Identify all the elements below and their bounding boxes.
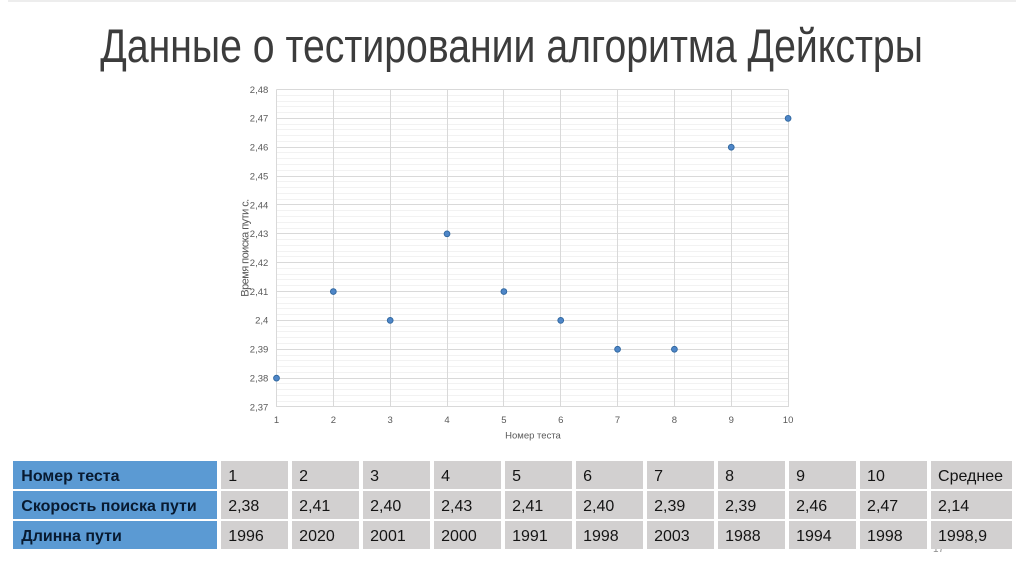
svg-text:2,45: 2,45 [250, 171, 269, 182]
svg-text:2,48: 2,48 [250, 85, 269, 96]
svg-text:2,44: 2,44 [250, 200, 269, 211]
svg-text:Время поиска пути с.: Время поиска пути с. [240, 199, 252, 297]
svg-text:7: 7 [615, 415, 620, 426]
svg-text:2: 2 [331, 415, 336, 426]
svg-text:1: 1 [274, 415, 279, 426]
svg-text:2,38: 2,38 [250, 373, 269, 384]
svg-text:2,4: 2,4 [255, 316, 268, 327]
svg-text:8: 8 [672, 415, 677, 426]
svg-text:4: 4 [444, 415, 449, 426]
svg-text:5: 5 [501, 415, 506, 426]
svg-text:2,47: 2,47 [250, 114, 269, 125]
svg-text:6: 6 [558, 415, 563, 426]
svg-text:2,43: 2,43 [250, 229, 269, 240]
svg-text:Номер теста: Номер теста [505, 431, 561, 442]
svg-text:10: 10 [783, 415, 794, 426]
svg-text:3: 3 [388, 415, 393, 426]
svg-text:2,41: 2,41 [250, 287, 269, 298]
svg-text:2,42: 2,42 [250, 258, 269, 269]
svg-text:2,39: 2,39 [250, 345, 269, 356]
svg-text:2,37: 2,37 [250, 402, 269, 413]
svg-text:9: 9 [729, 415, 734, 426]
svg-text:2,46: 2,46 [250, 143, 269, 154]
